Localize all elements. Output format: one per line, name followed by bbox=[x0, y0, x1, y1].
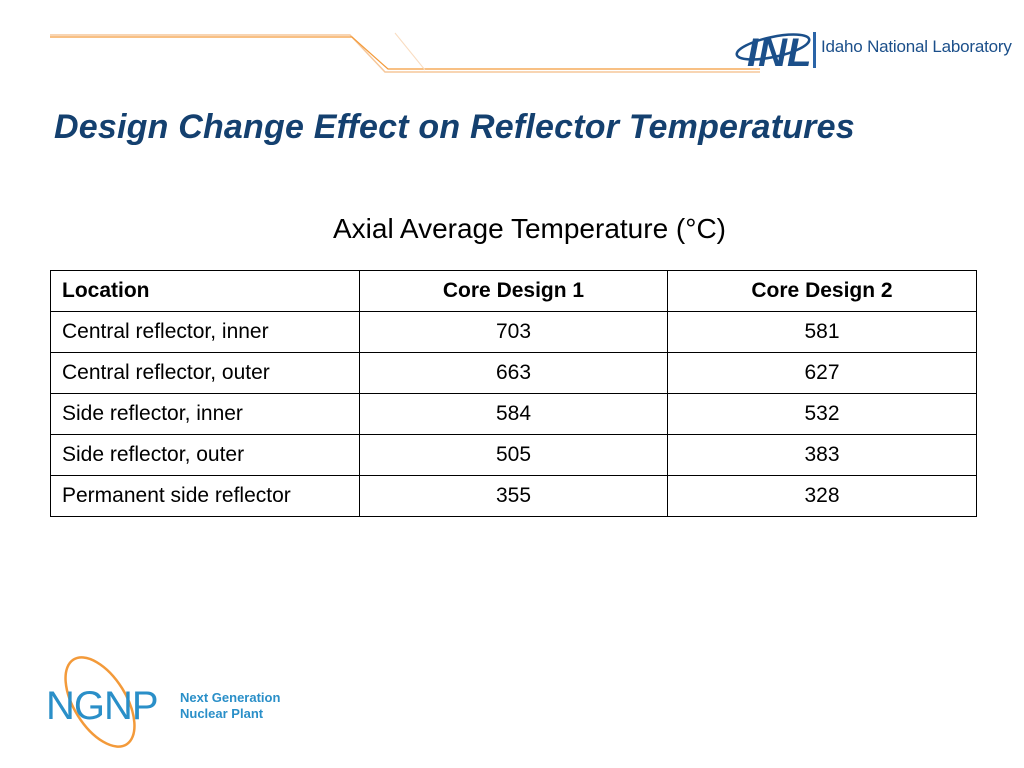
inl-letters: INL bbox=[747, 31, 811, 75]
column-header-core-design-1: Core Design 1 bbox=[359, 270, 668, 312]
inl-logo: INL Idaho National Laboratory bbox=[733, 20, 1012, 78]
table-caption: Axial Average Temperature (°C) bbox=[332, 213, 726, 244]
cell-core-design-2: 581 bbox=[667, 311, 977, 353]
cell-core-design-1: 505 bbox=[359, 434, 668, 476]
column-header-location: Location bbox=[50, 270, 360, 312]
temperature-table: Location Core Design 1 Core Design 2 Cen… bbox=[50, 270, 977, 517]
cell-location: Permanent side reflector bbox=[50, 475, 360, 517]
cell-location: Side reflector, outer bbox=[50, 434, 360, 476]
table-row: Permanent side reflector 355 328 bbox=[50, 475, 977, 517]
inl-atom-icon: INL bbox=[735, 31, 811, 75]
ngnp-logo: NGNP Next Generation Nuclear Plant bbox=[38, 650, 298, 760]
header-decor-lines bbox=[50, 32, 760, 73]
cell-location: Central reflector, outer bbox=[50, 352, 360, 394]
cell-core-design-1: 355 bbox=[359, 475, 668, 517]
column-header-core-design-2: Core Design 2 bbox=[667, 270, 977, 312]
ngnp-letters: NGNP bbox=[46, 684, 158, 728]
inl-logo-text: Idaho National Laboratory bbox=[821, 37, 1012, 56]
logo-divider bbox=[813, 32, 816, 68]
table-row: Side reflector, inner 584 532 bbox=[50, 393, 977, 435]
cell-core-design-2: 383 bbox=[667, 434, 977, 476]
table-header-row: Location Core Design 1 Core Design 2 bbox=[50, 270, 977, 312]
table-row: Side reflector, outer 505 383 bbox=[50, 434, 977, 476]
ngnp-atom-icon: NGNP bbox=[46, 656, 159, 748]
cell-core-design-1: 584 bbox=[359, 393, 668, 435]
cell-core-design-2: 328 bbox=[667, 475, 977, 517]
cell-core-design-2: 532 bbox=[667, 393, 977, 435]
cell-core-design-2: 627 bbox=[667, 352, 977, 394]
cell-location: Side reflector, inner bbox=[50, 393, 360, 435]
cell-core-design-1: 703 bbox=[359, 311, 668, 353]
cell-location: Central reflector, inner bbox=[50, 311, 360, 353]
cell-core-design-1: 663 bbox=[359, 352, 668, 394]
ngnp-line-2: Nuclear Plant bbox=[180, 706, 264, 721]
ngnp-line-1: Next Generation bbox=[180, 690, 281, 705]
table-row: Central reflector, inner 703 581 bbox=[50, 311, 977, 353]
page-title: Design Change Effect on Reflector Temper… bbox=[54, 108, 855, 146]
ngnp-logo-text: Next Generation Nuclear Plant bbox=[180, 690, 280, 722]
table-row: Central reflector, outer 663 627 bbox=[50, 352, 977, 394]
